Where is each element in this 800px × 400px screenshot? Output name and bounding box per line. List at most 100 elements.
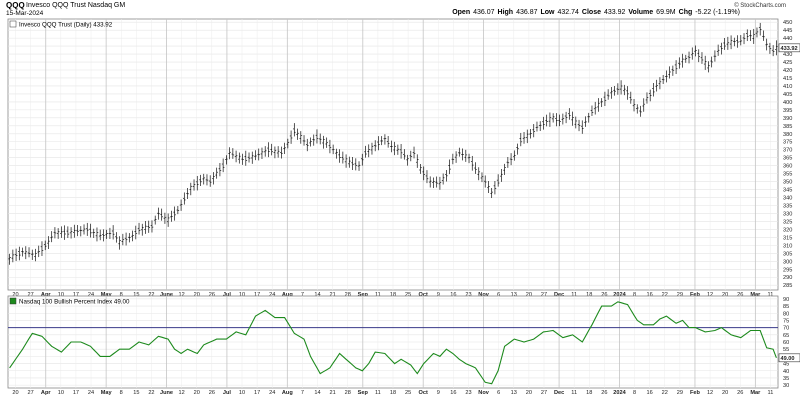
ohlc-bar [280,146,283,159]
x-tick-label: Feb [690,292,701,298]
ohlc-readout: Open 436.07 High 436.87 Low 432.74 Close 433.92… [449,9,740,17]
ohlc-bar [635,104,639,114]
ohlc-bar [124,232,128,246]
x-tick-label: Mar [750,292,761,298]
y-tick-label: 380 [783,132,792,138]
x-tick-label: 27 [28,390,34,396]
ohlc-bar [445,169,448,182]
ohlc-bar [626,86,629,100]
ohlc-bar [338,149,341,163]
ohlc-bar [56,228,60,239]
ohlc-bar [665,70,668,83]
ohlc-bar [568,108,571,120]
ohlc-bar [545,114,548,127]
x-tick-label: 8 [633,292,636,298]
ohlc-bar [548,112,552,127]
x-tick-label: Aug [282,390,293,396]
ohlc-bar [341,151,345,164]
ohlc-bar [642,98,646,112]
ohlc-bar [684,54,688,63]
ohlc-bar [179,199,183,211]
ohlc-bar [513,150,516,161]
x-tick-label: 23 [465,390,471,396]
ohlc-bar [189,182,193,196]
ohlc-bar [496,174,500,187]
x-tick-label: 20 [722,390,728,396]
ohlc-bar [195,175,199,191]
ohlc-bar [228,147,231,160]
ohlc-bar [221,158,225,173]
ohlc-bar [425,170,429,184]
ohlc-bar [610,87,613,99]
y-tick-label: 85 [783,304,789,310]
ohlc-bar [273,146,277,159]
x-tick-label: Aug [282,292,293,298]
ohlc-bar [613,86,616,96]
ohlc-bar [354,158,358,171]
ohlc-bar [678,57,681,69]
ohlc-bar [18,246,21,261]
y-tick-label: 365 [783,156,792,162]
ohlc-bar [723,38,726,50]
ohlc-bar [108,227,112,239]
ohlc-bar [538,121,542,132]
ohlc-value: 69.9M [656,9,676,16]
last-value-tag [778,353,800,363]
x-tick-label: 22 [662,292,668,298]
x-tick-label: 26 [209,292,215,298]
x-tick-label: Feb [690,390,701,396]
x-tick-label: 13 [511,390,517,396]
ohlc-bar [173,206,176,221]
x-tick-label: 13 [511,292,517,298]
x-tick-label: 26 [601,390,607,396]
ohlc-bar [629,91,633,104]
ohlc-bar [639,105,642,117]
x-tick-label: 9 [437,292,440,298]
y-tick-label: 295 [783,267,792,273]
x-tick-label: 25 [405,292,411,298]
ohlc-bar [183,192,186,205]
x-tick-label: 15 [133,292,139,298]
x-tick-label: 7 [301,390,304,396]
ohlc-bar [270,143,273,156]
ohlc-bar [671,65,675,76]
ohlc-bar [318,133,322,145]
ohlc-bar [409,150,413,162]
ohlc-value: 432.74 [557,9,579,16]
ohlc-bar [415,154,419,168]
ohlc-bar [286,138,290,149]
x-tick-label: 12 [707,390,713,396]
ohlc-bar [260,147,264,160]
ohlc-bar [771,45,775,57]
ohlc-bar [212,172,215,185]
ohlc-bar [63,225,66,240]
ohlc-bar [157,207,160,220]
panel-legend: Nasdaq 100 Bullish Percent Index 49.00 [9,297,130,306]
ohlc-bar [147,220,151,233]
ohlc-bar [348,156,351,168]
ohlc-bar [736,35,739,48]
ohlc-bar [14,248,18,261]
ohlc-bar [283,142,286,155]
y-tick-label: 410 [783,84,792,90]
ohlc-bar [322,135,325,149]
x-tick-label: 18 [390,292,396,298]
legend-swatch [9,20,17,28]
y-tick-label: 90 [783,297,789,303]
x-tick-label: 24 [88,390,94,396]
y-tick-label: 330 [783,211,792,217]
ohlc-bar [603,91,607,106]
x-tick-label: 27 [28,292,34,298]
y-tick-label: 325 [783,219,792,225]
y-tick-label: 40 [783,369,789,375]
ohlc-bar [98,229,102,241]
ohlc-bar [655,79,658,92]
ohlc-bar [726,36,730,50]
ohlc-bar [186,188,189,200]
ohlc-bar [344,154,348,168]
ohlc-bar [60,226,63,238]
ohlc-bar [752,28,756,44]
ohlc-bar [254,150,257,161]
x-tick-label: 24 [269,390,275,396]
